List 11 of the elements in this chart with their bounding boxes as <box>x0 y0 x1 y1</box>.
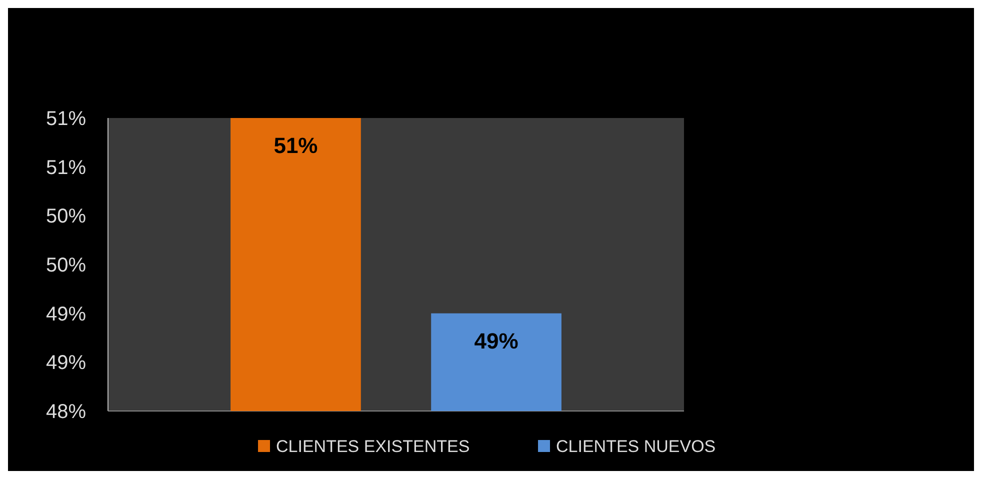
legend-label: CLIENTES NUEVOS <box>556 436 716 456</box>
legend-label: CLIENTES EXISTENTES <box>276 436 470 456</box>
y-tick-label: 49% <box>46 352 86 374</box>
y-tick-label: 50% <box>46 206 86 228</box>
y-tick-label: 48% <box>46 401 86 423</box>
y-tick-label: 51% <box>46 156 86 179</box>
text: 49% <box>474 328 518 354</box>
y-tick-label: 51% <box>46 108 86 130</box>
text: 51% <box>274 133 318 158</box>
y-tick-label: 50% <box>46 254 86 276</box>
y-tick-label: 49% <box>46 303 86 326</box>
